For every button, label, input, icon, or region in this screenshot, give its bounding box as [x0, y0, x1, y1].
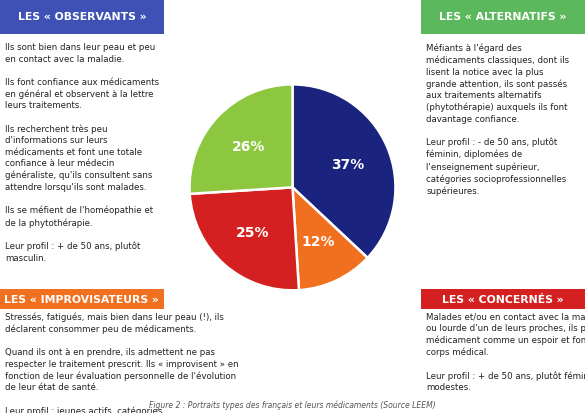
Text: 37%: 37%	[331, 157, 364, 171]
Wedge shape	[190, 85, 292, 195]
Text: LES « CONCERNÉS »: LES « CONCERNÉS »	[442, 294, 564, 304]
Text: 12%: 12%	[301, 235, 335, 249]
Wedge shape	[292, 188, 367, 290]
FancyBboxPatch shape	[421, 0, 585, 35]
Text: 26%: 26%	[232, 140, 266, 154]
Text: Malades et/ou en contact avec la maladie chronique
ou lourde d'un de leurs proch: Malades et/ou en contact avec la maladie…	[426, 312, 585, 392]
Text: Méfiants à l'égard des
médicaments classiques, dont ils
lisent la notice avec la: Méfiants à l'égard des médicaments class…	[426, 43, 569, 195]
FancyBboxPatch shape	[0, 0, 164, 35]
Wedge shape	[190, 188, 299, 291]
Text: LES « ALTERNATIFS »: LES « ALTERNATIFS »	[439, 12, 567, 22]
Wedge shape	[292, 85, 395, 258]
Text: Figure 2 : Portraits types des français et leurs médicaments (Source LEEM): Figure 2 : Portraits types des français …	[149, 399, 436, 409]
Text: Stressés, fatigués, mais bien dans leur peau (!), ils
déclarent consommer peu de: Stressés, fatigués, mais bien dans leur …	[5, 312, 239, 413]
FancyBboxPatch shape	[0, 289, 164, 309]
Text: Ils sont bien dans leur peau et peu
en contact avec la maladie.

Ils font confia: Ils sont bien dans leur peau et peu en c…	[5, 43, 159, 262]
Text: LES « OBSERVANTS »: LES « OBSERVANTS »	[18, 12, 146, 22]
Text: 25%: 25%	[236, 225, 270, 240]
Text: LES « IMPROVISATEURS »: LES « IMPROVISATEURS »	[5, 294, 159, 304]
FancyBboxPatch shape	[421, 289, 585, 309]
